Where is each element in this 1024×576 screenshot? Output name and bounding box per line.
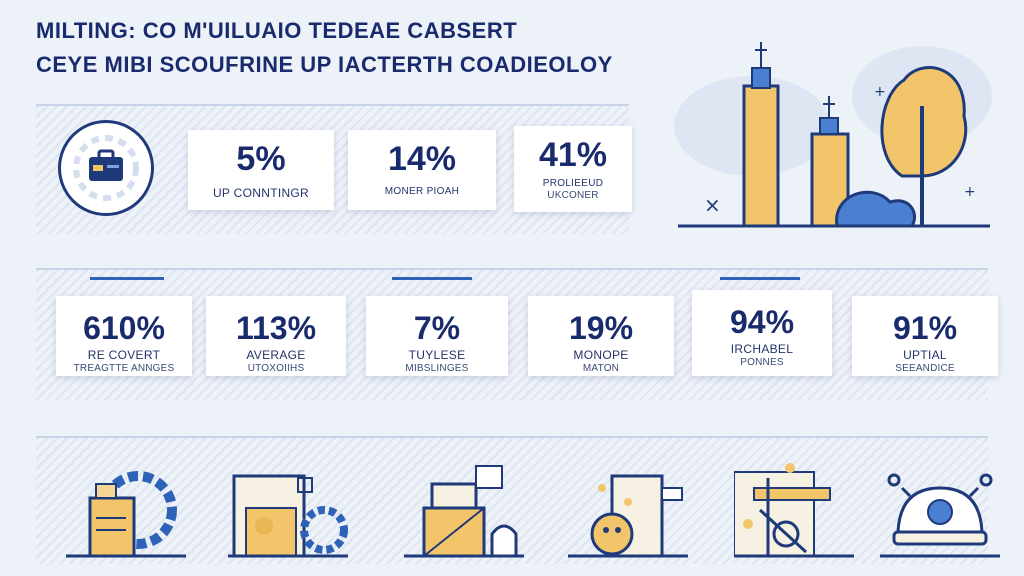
robot-dome-icon [880,473,1000,558]
stat-card-mid-2: 113% AVERAGE UTOXOIIHS [206,296,346,376]
stat-value: 41% [538,136,608,174]
stat-card-mid-5: 94% IRCHABEL PONNES [692,290,832,376]
stat-card-top-2: 14% MONER PIOAH [348,130,496,210]
accent-line [90,277,164,280]
stat-value: 5% [236,140,286,178]
accent-line [720,277,800,280]
stat-value: 610% [83,310,165,346]
stat-value: 7% [413,310,461,346]
gear-document-icon [66,471,186,558]
stat-value: 14% [387,140,457,178]
stat-sublabel: TREAGTTE ANNGES [73,363,175,374]
city-skyline-icon: × + + [674,42,992,228]
stat-value: 94% [729,304,795,340]
feature-icon-circle [58,120,154,216]
svg-text:+: + [964,184,976,200]
page-subtitle: CEYE MIBI SCOUFRINE UP IACTERTH COADIEOL… [36,52,613,77]
stat-label: AVERAGE [246,348,306,362]
stat-label: UPTIAL [903,348,947,362]
stat-sublabel: PONNES [740,357,784,368]
svg-text:×: × [704,193,721,217]
stat-label: TUYLESE [408,348,466,362]
stacked-crates-icon [404,465,524,558]
svg-text:+: + [874,84,886,100]
stat-sublabel: MATON [582,363,620,374]
boxes-gear-icon [228,474,348,558]
stat-label: MONOPE [573,348,629,362]
stat-value: 113% [235,310,317,346]
stat-sublabel: UTOXOIIHS [247,363,305,374]
stat-sublabel: MIBSLINGES [405,363,469,374]
stat-label: UP CONNTINGR [212,186,310,200]
stat-card-top-1: 5% UP CONNTINGR [188,130,334,210]
stat-label: PROLIEEUD [542,178,604,189]
briefcase-icon [73,135,139,201]
accent-line [392,277,472,280]
stat-label: MONER PIOAH [384,186,460,197]
signpost-icon [734,463,854,558]
stat-value: 91% [892,310,958,346]
globe-package-icon [568,474,688,558]
stat-card-mid-1: 610% RE COVERT TREAGTTE ANNGES [56,296,192,376]
stat-card-mid-3: 7% TUYLESE MIBSLINGES [366,296,508,376]
stat-value: 19% [568,310,634,346]
stat-sublabel: UKCONER [547,190,599,201]
stat-label: RE COVERT [87,348,161,362]
stat-card-top-3: 41% PROLIEEUD UKCONER [514,126,632,212]
stat-card-mid-6: 91% UPTIAL SEEANDICE [852,296,998,376]
page-title: MILTING: CO M'UILUAIO TEDEAE CABSERT [36,18,518,43]
stat-sublabel: SEEANDICE [895,363,955,374]
stat-label: IRCHABEL [730,342,794,356]
stat-card-mid-4: 19% MONOPE MATON [528,296,674,376]
